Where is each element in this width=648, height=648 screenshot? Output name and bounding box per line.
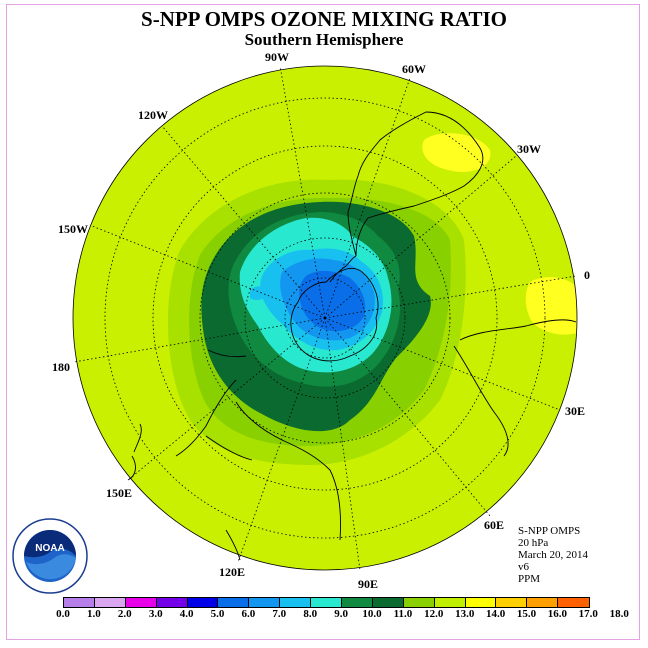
colorbar-tick-label: 15.0 — [516, 608, 537, 620]
ozone-contour-6 — [250, 286, 268, 300]
colorbar-segment — [434, 598, 466, 607]
coastlines — [127, 111, 577, 561]
longitude-label-0: 0 — [584, 268, 590, 282]
colorbar-segment — [94, 598, 126, 607]
colorbar-segment — [125, 598, 157, 607]
longitude-label-30w: 30W — [517, 142, 541, 156]
longitude-label-60e: 60E — [484, 518, 505, 532]
colorbar-tick-label: 1.0 — [87, 608, 101, 620]
colorbar-tick-label: 3.0 — [148, 608, 163, 620]
ozone-contour-4 — [299, 270, 366, 332]
colorbar-segment — [249, 598, 281, 607]
longitude-label-120e: 120E — [219, 565, 246, 579]
colorbar-tick-label: 11.0 — [393, 608, 413, 620]
colorbar-tick-label: 14.0 — [485, 608, 506, 620]
longitude-label-150e: 150E — [106, 486, 133, 500]
colorbar-segment — [311, 598, 343, 607]
map-boundary — [72, 65, 578, 571]
colorbar-segment — [372, 598, 404, 607]
colorbar-segment — [280, 598, 312, 607]
colorbar-tick-label: 7.0 — [272, 608, 287, 620]
colorbar-tick-label: 12.0 — [424, 608, 444, 620]
colorbar-tick-label: 9.0 — [334, 608, 348, 620]
plot-frame — [6, 4, 640, 640]
colorbar-tick-label: 2.0 — [117, 608, 132, 620]
colorbar-segment — [342, 598, 373, 607]
longitude-label-150w: 150W — [58, 222, 88, 236]
colorbar-tick-label: 17.0 — [578, 608, 598, 620]
colorbar-tick-label: 6.0 — [241, 608, 256, 620]
longitude-label-120w: 120W — [138, 108, 168, 122]
colorbar-tick-label: 0.0 — [56, 608, 70, 620]
colorbar-segment — [156, 598, 188, 607]
product-version: v6 — [518, 561, 529, 573]
longitude-label-180: 180 — [52, 360, 70, 374]
colorbar — [63, 597, 591, 608]
map-subtitle: Southern Hemisphere — [244, 30, 404, 49]
product-info: S-NPP OMPS 20 hPa March 20, 2014 v6 PPM — [518, 525, 588, 585]
colorbar-segment — [64, 598, 95, 607]
colorbar-tick-label: 13.0 — [455, 608, 475, 620]
longitude-label-90e: 90E — [358, 577, 379, 591]
colorbar-tick-label: 18.0 — [609, 608, 629, 620]
longitude-label-90w: 90W — [265, 50, 289, 64]
colorbar-segment — [218, 598, 250, 607]
map-title: S-NPP OMPS OZONE MIXING RATIO — [141, 7, 507, 31]
colorbar-tick-label: 8.0 — [303, 608, 318, 620]
colorbar-tick-label: 16.0 — [547, 608, 568, 620]
colorbar-segment — [187, 598, 219, 607]
graticule — [73, 65, 577, 571]
logo-text: NOAA — [35, 543, 64, 554]
longitude-label-30e: 30E — [565, 404, 586, 418]
noaa-logo: NOAA — [12, 518, 88, 594]
colorbar-tick-label: 4.0 — [179, 608, 194, 620]
pressure-level: 20 hPa — [518, 537, 549, 549]
colorbar-segment — [465, 598, 497, 607]
colorbar-segment — [496, 598, 528, 607]
observation-date: March 20, 2014 — [518, 549, 588, 561]
colorbar-segment — [527, 598, 559, 607]
high-ozone-region — [422, 133, 491, 172]
units-label: PPM — [518, 573, 541, 585]
colorbar-tick-label: 5.0 — [210, 608, 225, 620]
longitude-label-60w: 60W — [402, 62, 426, 76]
colorbar-segment — [558, 598, 590, 607]
colorbar-tick-label: 10.0 — [362, 608, 382, 620]
colorbar-segment — [403, 598, 435, 607]
instrument-name: S-NPP OMPS — [518, 525, 581, 537]
